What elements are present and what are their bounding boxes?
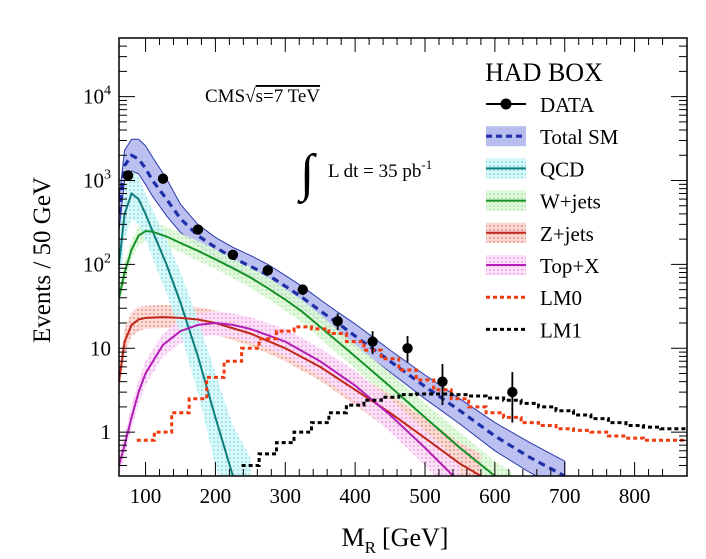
x-tick-label: 600 xyxy=(479,484,511,508)
line-total_sm xyxy=(119,153,566,476)
legend-label: Total SM xyxy=(540,125,619,149)
y-tick-label: 104 xyxy=(83,84,111,109)
y-tick-label: 103 xyxy=(83,168,111,193)
data-point xyxy=(332,316,343,327)
plot-frame xyxy=(118,37,688,477)
y-tick-label: 1 xyxy=(101,420,112,444)
legend-item-zjets: Z+jets xyxy=(486,222,594,246)
y-tick-label-base: 10 xyxy=(83,85,104,109)
legend-label: QCD xyxy=(540,157,584,181)
legend-item-topx: Top+X xyxy=(486,254,599,278)
legend-label: Z+jets xyxy=(540,222,594,246)
lumi-text: L dt = 35 pb xyxy=(328,161,421,182)
legend-item-data: DATA xyxy=(486,93,595,117)
legend-item-lm0: LM0 xyxy=(486,286,582,310)
legend-label: Top+X xyxy=(540,254,599,278)
x-tick-label: 300 xyxy=(270,484,302,508)
band-qcd xyxy=(119,170,251,476)
legend-swatch-marker xyxy=(500,98,512,110)
lumi-exponent: -1 xyxy=(421,157,432,172)
integral-sign: ∫ xyxy=(297,145,317,204)
x-tick-label: 800 xyxy=(619,484,651,508)
legend-item-lm1: LM1 xyxy=(486,318,582,342)
legend-title: HAD BOX xyxy=(485,58,603,87)
legend-item-wjets: W+jets xyxy=(486,190,601,214)
data-point xyxy=(227,249,239,261)
y-axis-label: Events / 50 GeV xyxy=(29,177,56,343)
y-tick-label-base: 10 xyxy=(83,252,104,276)
legend-label: LM1 xyxy=(540,318,582,342)
x-tick-label: 500 xyxy=(409,484,441,508)
lumi-label: L dt = 35 pb-1 xyxy=(328,157,432,182)
experiment-label: CMS√s=7 TeV xyxy=(205,86,320,107)
x-tick-label: 400 xyxy=(339,484,371,508)
x-tick-label: 100 xyxy=(130,484,162,508)
x-axis-label-subscript: R xyxy=(365,538,377,557)
data-point xyxy=(157,173,169,184)
data-point xyxy=(507,386,518,398)
data-point xyxy=(367,336,378,347)
background-curves xyxy=(119,153,687,476)
data-point xyxy=(297,284,308,295)
x-axis-label-unit: [GeV] xyxy=(382,523,448,552)
legend-label: LM0 xyxy=(540,286,582,310)
data-point xyxy=(402,343,413,354)
data-point xyxy=(262,265,274,276)
legend-item-qcd: QCD xyxy=(486,157,584,181)
y-tick-label: 102 xyxy=(83,251,111,276)
sqrt-symbol: √ xyxy=(245,86,256,107)
line-wjets xyxy=(119,229,497,476)
data-points xyxy=(122,170,518,423)
legend-label: W+jets xyxy=(540,190,601,214)
data-point xyxy=(437,376,448,387)
x-tick-label: 700 xyxy=(549,484,581,508)
legend-label: DATA xyxy=(540,93,595,117)
legend-item-total_sm: Total SM xyxy=(486,125,619,149)
line-topx xyxy=(119,321,455,476)
energy-label: s=7 TeV xyxy=(256,86,321,107)
y-tick-label: 10 xyxy=(90,336,111,360)
data-point xyxy=(122,170,134,181)
experiment-name: CMS xyxy=(205,86,245,107)
y-tick-label-exponent: 2 xyxy=(104,251,111,266)
x-tick-label: 200 xyxy=(200,484,232,508)
y-tick-label-exponent: 3 xyxy=(104,168,111,183)
line-qcd xyxy=(119,191,235,476)
legend: DATA Total SM QCD W+jets Z+jets Top+X LM0 LM1 xyxy=(486,93,619,342)
data-point xyxy=(192,224,204,235)
y-tick-label-exponent: 4 xyxy=(104,84,111,99)
line-lm0 xyxy=(136,325,687,442)
y-tick-label-base: 10 xyxy=(83,169,104,193)
x-axis-label: MR [GeV] xyxy=(342,523,449,557)
line-lm1 xyxy=(241,392,687,467)
x-axis-label-main: M xyxy=(342,523,365,552)
